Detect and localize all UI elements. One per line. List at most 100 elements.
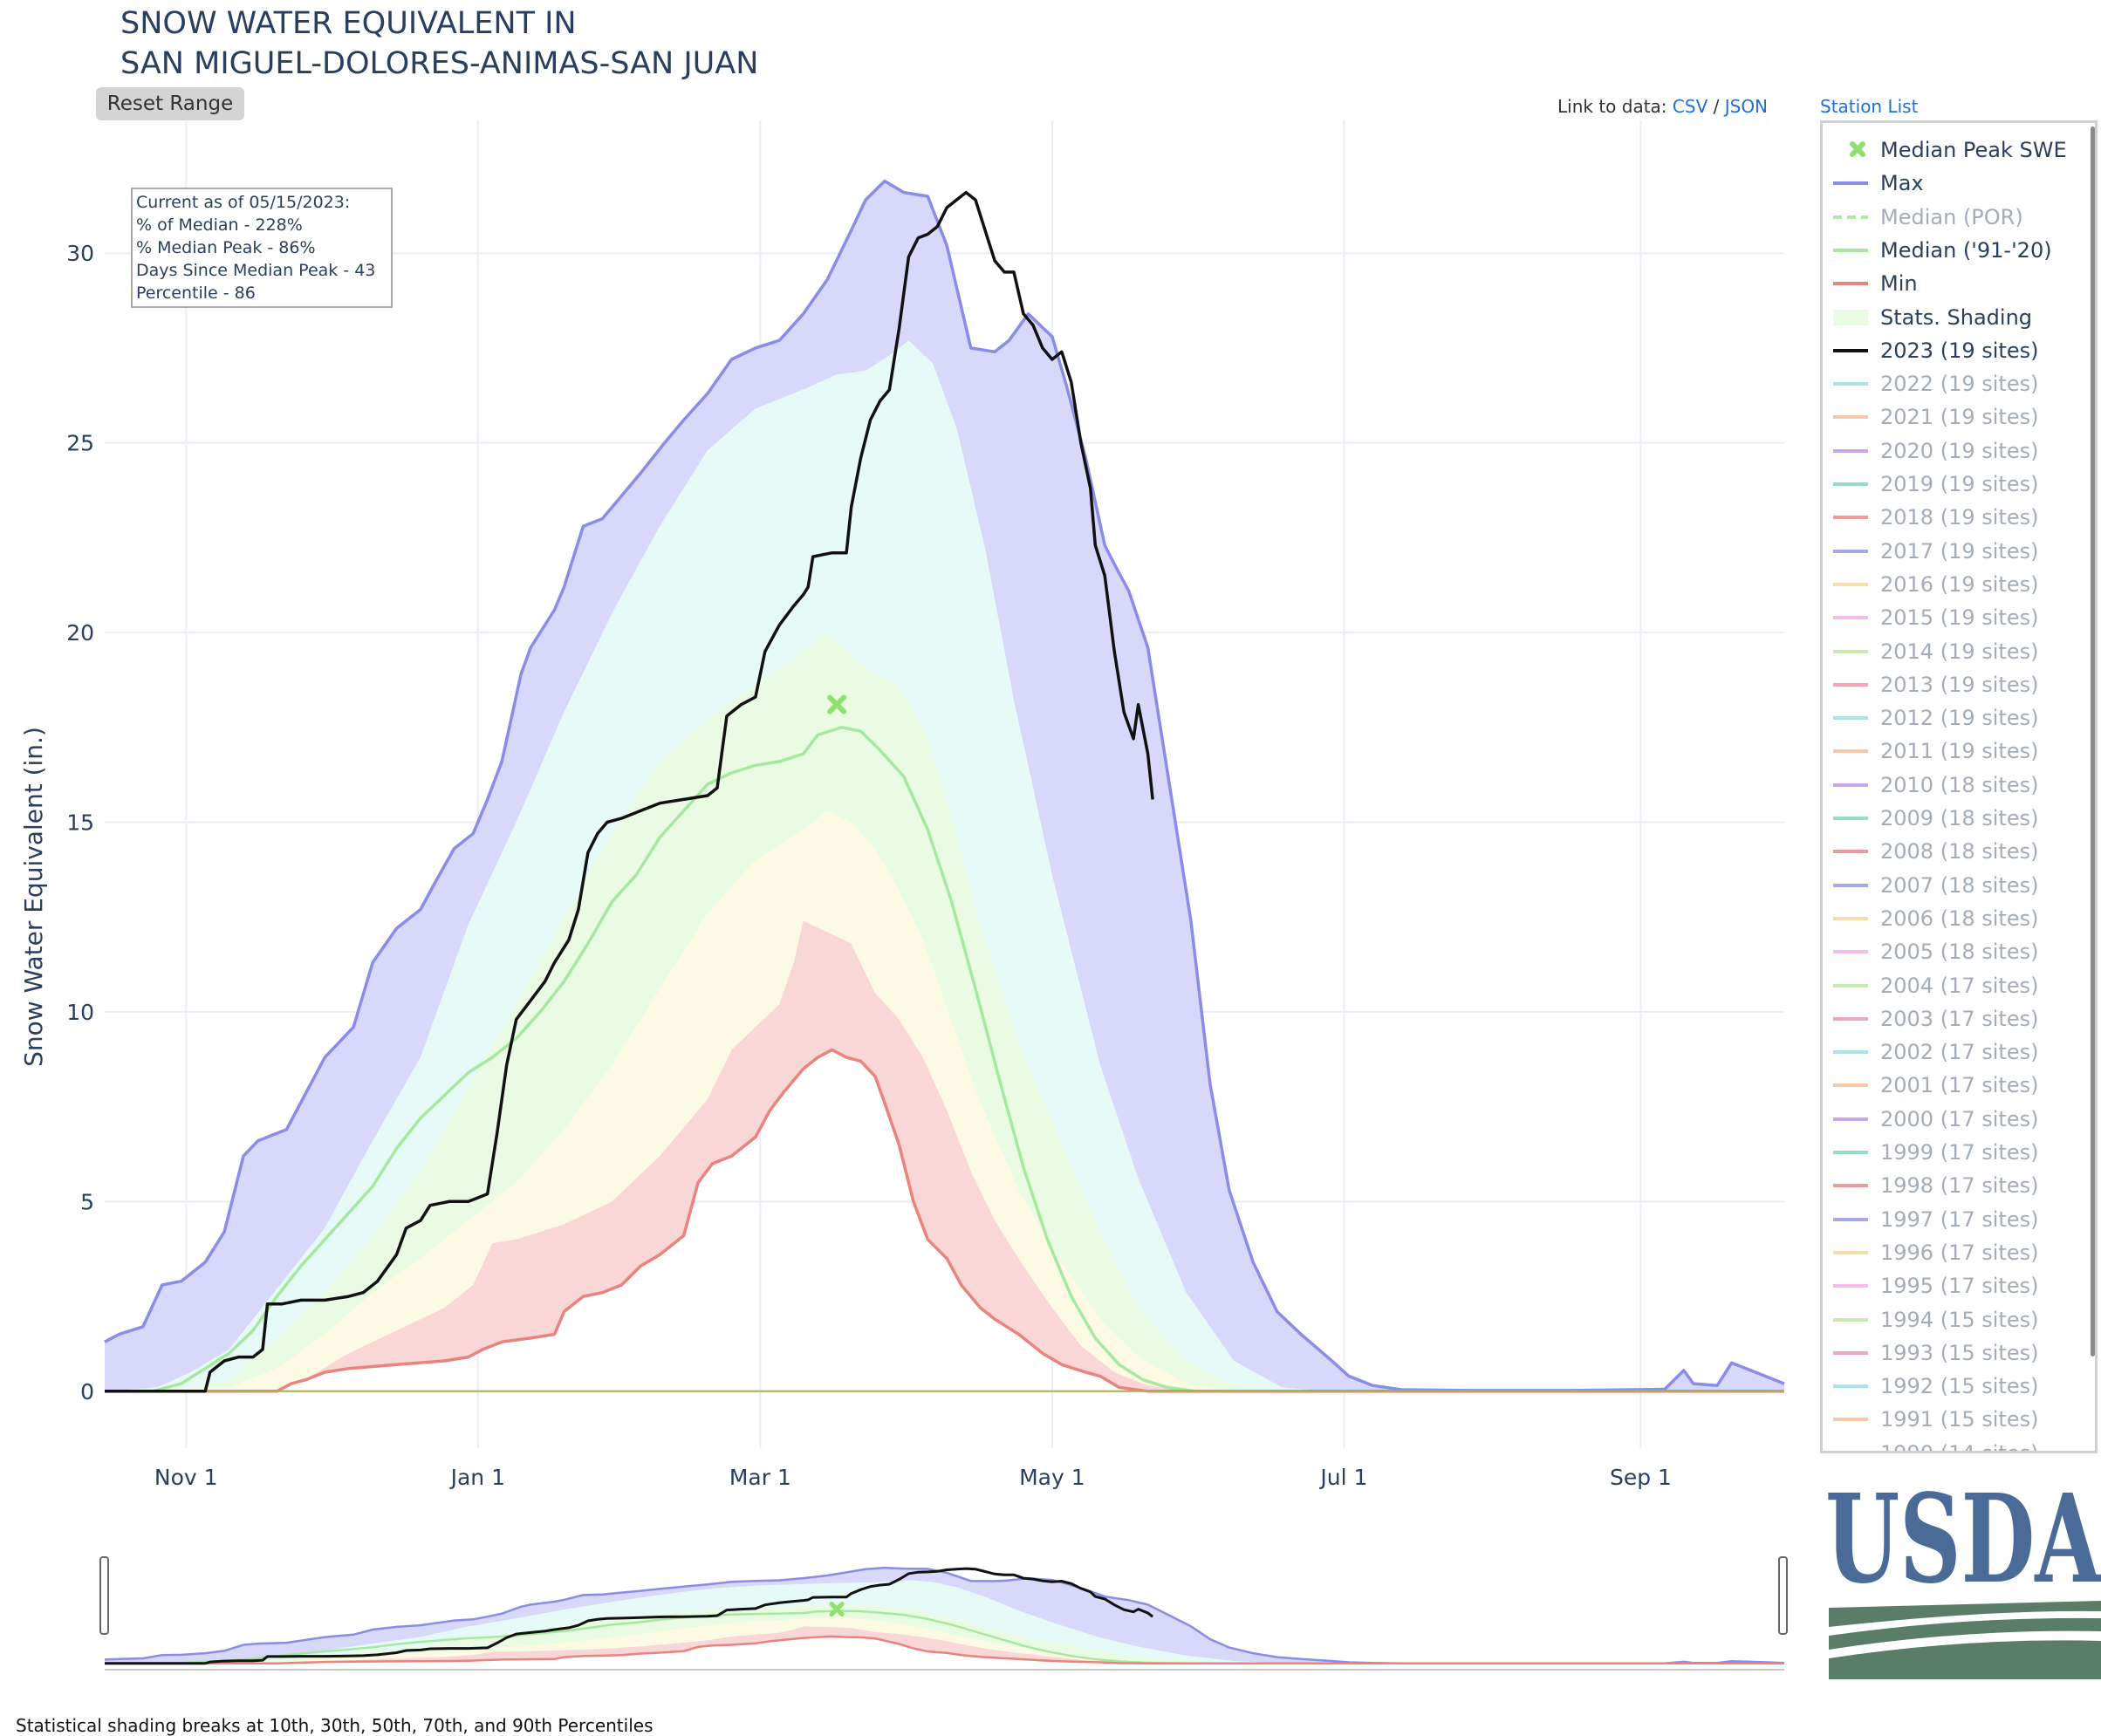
mini-band-max-p90: [105, 1568, 1784, 1664]
legend-symbol: [1823, 402, 1870, 432]
y-tick-label: 15: [66, 810, 94, 835]
legend-label: 2005 (18 sites): [1880, 940, 2039, 965]
legend-item[interactable]: 1996 (17 sites): [1823, 1238, 2084, 1268]
station-list-link[interactable]: Station List: [1820, 96, 1919, 117]
legend-symbol: [1823, 269, 1870, 298]
legend-item[interactable]: 2016 (19 sites): [1823, 570, 2084, 599]
legend-symbol: [1823, 1070, 1870, 1100]
legend-symbol: [1823, 1004, 1870, 1034]
legend-item[interactable]: 2004 (17 sites): [1823, 971, 2084, 1001]
legend-item[interactable]: 1992 (15 sites): [1823, 1371, 2084, 1401]
y-tick-label: 25: [66, 431, 94, 456]
legend-item[interactable]: 1999 (17 sites): [1823, 1138, 2084, 1167]
y-tick-label: 20: [66, 620, 94, 646]
legend-item[interactable]: 1995 (17 sites): [1823, 1271, 2084, 1301]
legend-item[interactable]: 2022 (19 sites): [1823, 369, 2084, 399]
x-tick-label: Jul 1: [1318, 1465, 1367, 1490]
x-tick-label: Jan 1: [449, 1465, 505, 1490]
legend-label: Stats. Shading: [1880, 304, 2033, 330]
legend-label: 1992 (15 sites): [1880, 1374, 2039, 1399]
legend-item[interactable]: Stats. Shading: [1823, 303, 2084, 332]
legend-item[interactable]: 1990 (14 sites): [1823, 1439, 2084, 1451]
max-line: [104, 179, 1785, 1392]
range-slider-left-handle[interactable]: [99, 1556, 109, 1635]
legend-item[interactable]: 2002 (17 sites): [1823, 1037, 2084, 1067]
range-slider[interactable]: [104, 1557, 1785, 1671]
current-stats-box: Current as of 05/15/2023: % of Median - …: [131, 188, 393, 308]
legend-label: 2013 (19 sites): [1880, 672, 2039, 697]
legend-item[interactable]: 1998 (17 sites): [1823, 1171, 2084, 1200]
legend-item[interactable]: 2010 (18 sites): [1823, 770, 2084, 800]
legend-label: 2002 (17 sites): [1880, 1040, 2039, 1065]
legend-item[interactable]: Median ('91-'20): [1823, 236, 2084, 265]
legend-item[interactable]: Max: [1823, 168, 2084, 198]
legend-label: 2021 (19 sites): [1880, 405, 2039, 430]
legend-item[interactable]: 2012 (19 sites): [1823, 703, 2084, 733]
legend-scrollbar[interactable]: [2091, 126, 2095, 1357]
legend-item[interactable]: 2020 (19 sites): [1823, 436, 2084, 466]
legend-label: Median Peak SWE: [1880, 138, 2067, 162]
legend-label: 1991 (15 sites): [1880, 1407, 2039, 1432]
legend-label: 2016 (19 sites): [1880, 571, 2039, 597]
legend-symbol: [1823, 1037, 1870, 1067]
legend-item[interactable]: 2018 (19 sites): [1823, 502, 2084, 532]
legend-item[interactable]: 1991 (15 sites): [1823, 1405, 2084, 1434]
legend-symbol: [1823, 1104, 1870, 1134]
legend-item[interactable]: 2009 (18 sites): [1823, 803, 2084, 833]
legend-label: 1997 (17 sites): [1880, 1206, 2039, 1232]
legend-symbol: [1823, 1238, 1870, 1268]
legend-item[interactable]: 1994 (15 sites): [1823, 1305, 2084, 1335]
band-max-p90: [105, 181, 1784, 1391]
legend-symbol: [1823, 703, 1870, 733]
usda-logo-text: USDA: [1825, 1479, 2101, 1611]
legend-label: 2000 (17 sites): [1880, 1106, 2039, 1131]
legend-item[interactable]: Min: [1823, 269, 2084, 298]
legend-item[interactable]: Median (POR): [1823, 202, 2084, 232]
legend-item[interactable]: 2013 (19 sites): [1823, 670, 2084, 700]
legend-item[interactable]: 2005 (18 sites): [1823, 937, 2084, 967]
mini-band-p90-p70: [105, 1580, 1784, 1664]
legend-symbol: [1823, 236, 1870, 265]
legend-item[interactable]: Median Peak SWE: [1823, 135, 2084, 165]
legend-label: 1998 (17 sites): [1880, 1173, 2039, 1199]
legend-item[interactable]: 2001 (17 sites): [1823, 1070, 2084, 1100]
legend-label: 2023 (19 sites): [1880, 338, 2039, 363]
chart-title-line1: SNOW WATER EQUIVALENT IN: [120, 6, 577, 41]
legend-item[interactable]: 2014 (19 sites): [1823, 637, 2084, 666]
legend-label: Median ('91-'20): [1880, 237, 2052, 263]
legend-label: 1993 (15 sites): [1880, 1340, 2039, 1365]
legend-symbol: [1823, 1305, 1870, 1335]
legend-symbol: [1823, 1138, 1870, 1167]
legend-symbol: [1823, 336, 1870, 366]
legend-item[interactable]: 2015 (19 sites): [1823, 603, 2084, 632]
legend-item[interactable]: 2008 (18 sites): [1823, 837, 2084, 866]
stats-line: % of Median - 228%: [136, 215, 303, 235]
legend-symbol: [1823, 469, 1870, 499]
legend-label: 1999 (17 sites): [1880, 1140, 2039, 1165]
legend-label: 2019 (19 sites): [1880, 472, 2039, 496]
legend-item[interactable]: 2006 (18 sites): [1823, 904, 2084, 933]
chart-title: SNOW WATER EQUIVALENT IN SAN MIGUEL-DOLO…: [120, 3, 758, 84]
legend-item[interactable]: 1997 (17 sites): [1823, 1205, 2084, 1234]
legend-item[interactable]: 2019 (19 sites): [1823, 469, 2084, 499]
legend-item[interactable]: 1993 (15 sites): [1823, 1338, 2084, 1368]
reset-range-button[interactable]: Reset Range: [96, 87, 244, 120]
legend-symbol: [1823, 436, 1870, 466]
legend-item[interactable]: 2023 (19 sites): [1823, 336, 2084, 366]
legend-item[interactable]: 2011 (19 sites): [1823, 736, 2084, 766]
mini-min-line: [105, 1635, 1784, 1665]
legend-item[interactable]: 2007 (18 sites): [1823, 871, 2084, 900]
x-tick-label: Sep 1: [1610, 1465, 1672, 1490]
legend-symbol: [1823, 1171, 1870, 1200]
legend-item[interactable]: 2017 (19 sites): [1823, 537, 2084, 566]
axes: 0 5 10 15 20 25 30 Nov 1 Jan 1 Mar 1 May 1 Jul 1 Sep…: [66, 241, 1672, 1490]
legend-item[interactable]: 2021 (19 sites): [1823, 402, 2084, 432]
legend-item[interactable]: 2003 (17 sites): [1823, 1004, 2084, 1034]
legend-item[interactable]: 2000 (17 sites): [1823, 1104, 2084, 1134]
json-link[interactable]: JSON: [1724, 96, 1769, 117]
x-tick-label: Nov 1: [154, 1465, 218, 1490]
range-slider-right-handle[interactable]: [1778, 1556, 1788, 1635]
csv-link[interactable]: CSV: [1672, 96, 1708, 117]
stats-line: Current as of 05/15/2023:: [136, 193, 351, 212]
legend-label: 2006 (18 sites): [1880, 906, 2039, 931]
